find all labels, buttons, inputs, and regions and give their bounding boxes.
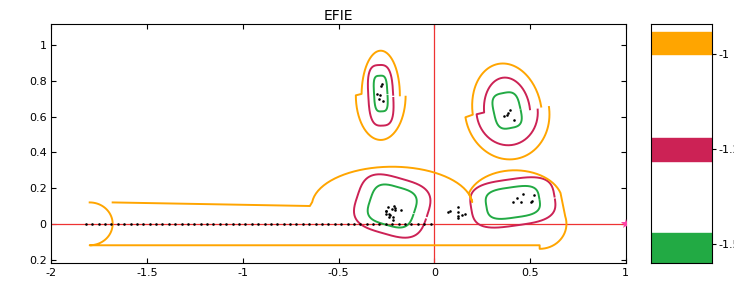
Point [252,222,264,226]
Point [452,205,464,209]
Point [99,222,111,226]
Point [377,98,389,103]
Point [405,222,417,226]
Point [452,209,464,214]
Point [390,206,401,210]
Point [396,207,407,212]
Point [412,222,424,226]
Point [265,222,277,226]
Point [272,222,283,226]
Point [377,82,388,86]
Point [329,222,341,226]
Point [525,200,537,205]
Point [208,222,219,226]
Point [386,206,398,211]
Point [361,222,373,226]
Point [374,92,385,97]
Point [502,110,514,115]
Point [387,217,399,222]
Point [501,112,512,117]
Point [380,208,392,213]
Point [189,222,200,226]
Point [335,222,347,226]
Point [382,205,394,210]
Point [386,222,398,226]
Point [92,222,104,226]
Bar [651,31,712,54]
Point [316,222,328,226]
Point [150,222,162,226]
Point [278,222,290,226]
Title: EFIE: EFIE [324,9,353,23]
Point [258,222,270,226]
Point [367,222,379,226]
Point [418,222,430,226]
Point [383,215,395,219]
Point [508,118,520,122]
Point [175,222,187,226]
Point [399,222,411,226]
Point [517,191,529,196]
Bar [651,138,712,161]
Point [303,222,315,226]
Point [170,222,181,226]
Point [112,222,123,226]
Point [182,222,194,226]
Point [389,207,401,212]
Point [87,222,98,226]
Point [220,222,232,226]
Point [322,222,334,226]
Point [201,222,213,226]
Point [371,91,382,96]
Point [388,203,400,208]
Point [507,199,519,204]
Point [348,222,360,226]
Point [515,200,527,205]
Point [393,222,404,226]
Point [380,209,392,213]
Point [246,222,258,226]
Point [528,193,539,197]
Bar [651,233,712,263]
Point [214,222,226,226]
Point [380,222,392,226]
Point [80,222,92,226]
Point [383,212,395,217]
Point [452,214,464,219]
Point [443,210,454,214]
Point [156,222,168,226]
Point [125,222,137,226]
Point [373,96,385,101]
Point [227,222,239,226]
Point [526,199,538,203]
Point [310,222,321,226]
Point [387,214,399,219]
Point [233,222,245,226]
Point [379,212,391,217]
Point [131,222,143,226]
Point [284,222,296,226]
Point [425,222,437,226]
Point [106,222,117,226]
Point [385,212,396,217]
Point [291,222,302,226]
Point [239,222,251,226]
Point [144,222,156,226]
Point [195,222,206,226]
Point [512,195,523,200]
Point [498,113,509,118]
Point [163,222,175,226]
Point [452,216,464,221]
Point [137,222,149,226]
Point [444,209,456,214]
Point [375,83,387,88]
Point [504,108,516,113]
Point [297,222,309,226]
Point [118,222,130,226]
Point [457,212,468,217]
Point [459,211,471,216]
Point [355,222,366,226]
Point [341,222,353,226]
Point [374,222,385,226]
